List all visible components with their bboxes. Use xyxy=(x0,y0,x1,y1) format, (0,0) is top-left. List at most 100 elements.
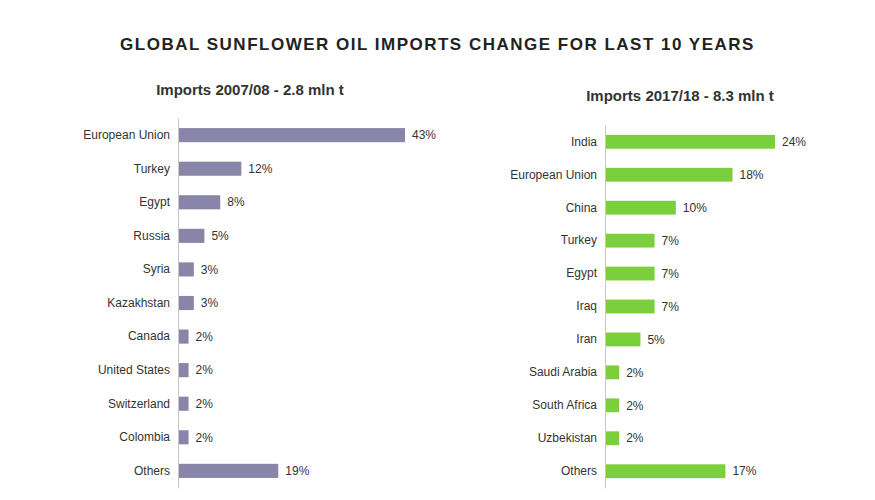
tick-label: China xyxy=(566,201,598,215)
bar xyxy=(178,330,189,344)
tick-label: Iran xyxy=(576,332,597,346)
tick: Egypt xyxy=(566,266,597,280)
tick-label: Others xyxy=(561,464,597,478)
bar xyxy=(178,162,241,176)
bar xyxy=(605,464,725,478)
bar xyxy=(178,397,189,411)
tick: Others xyxy=(134,464,170,478)
bar xyxy=(605,431,619,445)
data-label: 3% xyxy=(201,263,219,277)
tick-label: Egypt xyxy=(566,266,597,280)
data-label: 7% xyxy=(662,267,680,281)
tick-label: Syria xyxy=(143,262,171,276)
tick: European Union xyxy=(510,168,597,182)
data-label: 8% xyxy=(227,195,245,209)
tick: Colombia xyxy=(119,430,170,444)
bar xyxy=(605,168,733,182)
data-label: 7% xyxy=(662,234,680,248)
data-label: 10% xyxy=(683,201,707,215)
data-label: 3% xyxy=(201,296,219,310)
tick: Russia xyxy=(133,229,170,243)
tick-label: Saudi Arabia xyxy=(529,365,597,379)
bar xyxy=(178,262,194,276)
bar xyxy=(605,201,676,215)
panel-title: Imports 2017/18 - 8.3 mln t xyxy=(586,87,774,104)
bar xyxy=(178,430,189,444)
panel: Imports 2007/08 - 2.8 mln t European Unio… xyxy=(83,81,436,489)
data-label: 2% xyxy=(626,399,644,413)
tick-label: Turkey xyxy=(561,233,597,247)
data-label: 7% xyxy=(662,300,680,314)
tick: Iraq xyxy=(576,299,597,313)
bar xyxy=(178,296,194,310)
tick: India xyxy=(571,135,597,149)
bar xyxy=(178,195,220,209)
tick-label: Iraq xyxy=(576,299,597,313)
tick: Egypt xyxy=(139,195,170,209)
bar xyxy=(178,464,278,478)
tick-label: United States xyxy=(98,363,170,377)
tick: European Union xyxy=(83,128,170,142)
bars xyxy=(178,128,405,478)
tick-label: Turkey xyxy=(134,162,170,176)
bar xyxy=(605,300,655,314)
tick-label: Switzerland xyxy=(108,397,170,411)
tick: Switzerland xyxy=(108,397,170,411)
tick: South Africa xyxy=(532,398,597,412)
tick-label: Others xyxy=(134,464,170,478)
tick: Kazakhstan xyxy=(107,296,170,310)
data-label: 5% xyxy=(211,229,229,243)
tick: Turkey xyxy=(561,233,597,247)
bar xyxy=(605,267,655,281)
tick-label: Egypt xyxy=(139,195,170,209)
bar xyxy=(605,398,619,412)
data-label: 2% xyxy=(196,431,214,445)
tick: Uzbekistan xyxy=(538,431,597,445)
category-axis: European Union Turkey Egypt Russia Syria Kaza… xyxy=(83,119,178,489)
tick-label: Canada xyxy=(128,329,170,343)
data-label: 24% xyxy=(782,135,806,149)
tick: United States xyxy=(98,363,170,377)
tick: Iran xyxy=(576,332,597,346)
tick: Turkey xyxy=(134,162,170,176)
main-title: GLOBAL SUNFLOWER OIL IMPORTS CHANGE FOR … xyxy=(120,35,755,54)
tick: Canada xyxy=(128,329,170,343)
tick-label: European Union xyxy=(510,168,597,182)
tick: Others xyxy=(561,464,597,478)
tick-label: India xyxy=(571,135,597,149)
panel: Imports 2017/18 - 8.3 mln t India European… xyxy=(510,87,806,489)
tick: Saudi Arabia xyxy=(529,365,597,379)
data-label: 12% xyxy=(248,162,272,176)
data-labels: 43% 12% 8% 5% 3% 3% 2% 2% 2% 2% 19% xyxy=(196,128,437,478)
category-axis-line xyxy=(605,126,606,489)
panel-title: Imports 2007/08 - 2.8 mln t xyxy=(156,81,344,98)
tick-label: Uzbekistan xyxy=(538,431,597,445)
bar xyxy=(178,229,204,243)
tick-label: South Africa xyxy=(532,398,597,412)
bar xyxy=(605,234,655,248)
tick-label: Kazakhstan xyxy=(107,296,170,310)
data-label: 2% xyxy=(196,330,214,344)
data-label: 17% xyxy=(732,464,756,478)
data-label: 2% xyxy=(626,431,644,445)
tick-label: Colombia xyxy=(119,430,170,444)
bar xyxy=(605,333,640,347)
bar xyxy=(178,363,189,377)
data-label: 2% xyxy=(196,397,214,411)
bar xyxy=(605,135,775,149)
data-label: 2% xyxy=(196,363,214,377)
chart-canvas: GLOBAL SUNFLOWER OIL IMPORTS CHANGE FOR … xyxy=(0,0,875,500)
bars xyxy=(605,135,775,478)
bar xyxy=(605,365,619,379)
data-label: 43% xyxy=(412,128,436,142)
tick: Syria xyxy=(143,262,171,276)
data-labels: 24% 18% 10% 7% 7% 7% 5% 2% 2% 2% 17% xyxy=(626,135,806,478)
data-label: 18% xyxy=(740,168,764,182)
category-axis-line xyxy=(178,119,179,489)
tick: China xyxy=(566,201,598,215)
data-label: 19% xyxy=(285,464,309,478)
data-label: 2% xyxy=(626,366,644,380)
data-label: 5% xyxy=(647,333,665,347)
tick-label: Russia xyxy=(133,229,170,243)
tick-label: European Union xyxy=(83,128,170,142)
